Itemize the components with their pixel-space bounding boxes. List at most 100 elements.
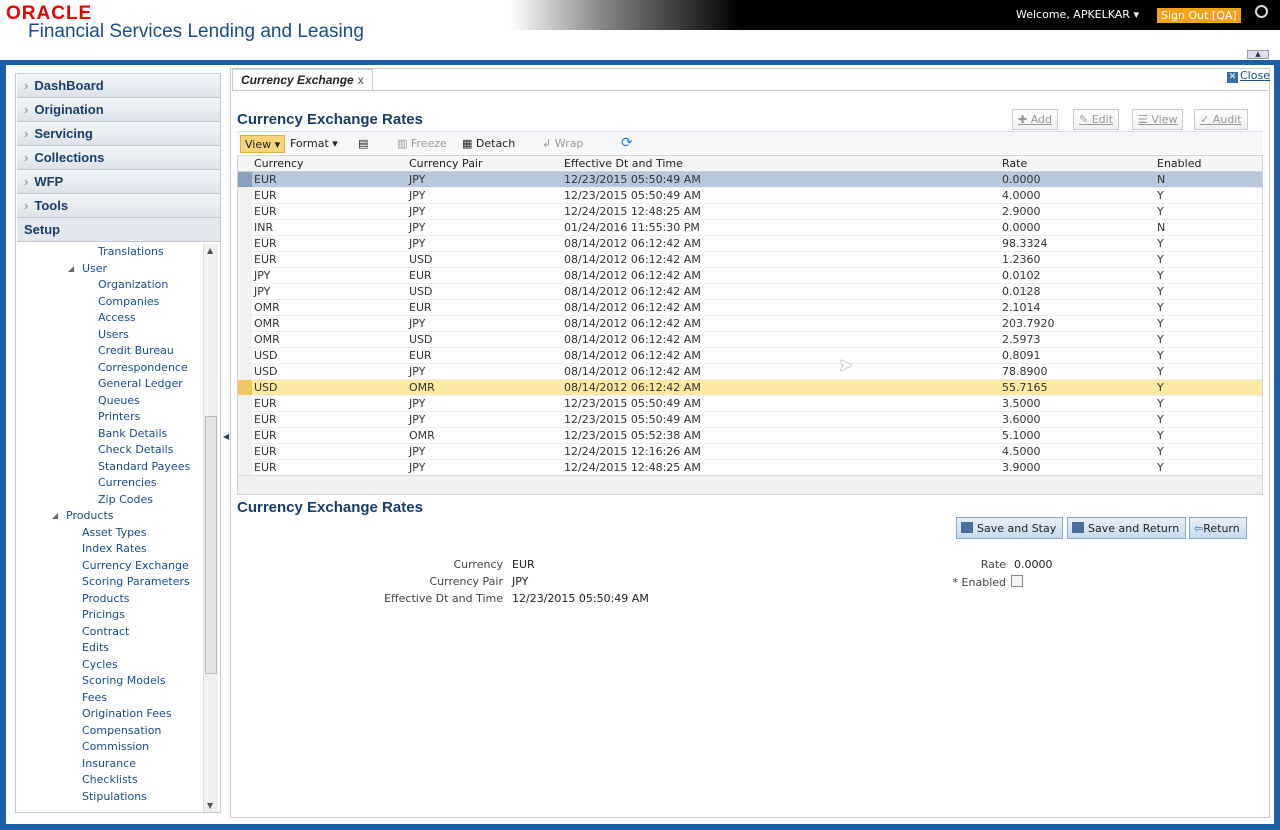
tree-item[interactable]: Compensation: [16, 723, 202, 740]
nav-servicing[interactable]: › Servicing: [17, 122, 220, 146]
table-row[interactable]: EUR JPY 12/24/2015 12:16:26 AM 4.5000 Y: [238, 444, 1262, 460]
table-row[interactable]: EUR JPY 12/23/2015 05:50:49 AM 3.5000 Y: [238, 396, 1262, 412]
edit-button[interactable]: ✎ Edit: [1073, 109, 1120, 130]
tree-item[interactable]: Access: [16, 310, 202, 327]
tree-item[interactable]: ◢ User: [16, 261, 202, 278]
row-marker[interactable]: [238, 204, 252, 219]
row-marker[interactable]: [238, 316, 252, 331]
tree-item[interactable]: Scoring Parameters: [16, 574, 202, 591]
expanded-triangle-icon[interactable]: ◢: [68, 263, 75, 273]
row-marker[interactable]: [238, 172, 252, 187]
nav-wfp[interactable]: › WFP: [17, 170, 220, 194]
tree-item[interactable]: Users: [16, 327, 202, 344]
tree-item[interactable]: Currencies: [16, 475, 202, 492]
save-and-return-button[interactable]: Save and Return: [1067, 517, 1187, 539]
return-button[interactable]: ⇦Return: [1189, 517, 1247, 539]
detach-button[interactable]: ▦ Detach: [462, 137, 516, 150]
table-row[interactable]: USD JPY 08/14/2012 06:12:42 AM 78.8900 Y: [238, 364, 1262, 380]
tree-item[interactable]: Translations: [16, 244, 202, 261]
row-marker[interactable]: [238, 348, 252, 363]
row-marker[interactable]: [238, 428, 252, 443]
col-enabled[interactable]: Enabled: [1157, 157, 1202, 170]
tree-item[interactable]: Standard Payees: [16, 459, 202, 476]
tree-item[interactable]: Zip Codes: [16, 492, 202, 509]
format-menu[interactable]: Format ▾: [290, 137, 338, 150]
nav-collections[interactable]: › Collections: [17, 146, 220, 170]
row-marker[interactable]: [238, 236, 252, 251]
table-row[interactable]: INR JPY 01/24/2016 11:55:30 PM 0.0000 N: [238, 220, 1262, 236]
table-row[interactable]: OMR JPY 08/14/2012 06:12:42 AM 203.7920 Y: [238, 316, 1262, 332]
tree-item[interactable]: Insurance: [16, 756, 202, 773]
nav-tools[interactable]: › Tools: [17, 194, 220, 218]
tree-item[interactable]: Correspondence: [16, 360, 202, 377]
tree-item[interactable]: Stipulations: [16, 789, 202, 806]
row-marker[interactable]: [238, 444, 252, 459]
table-row[interactable]: EUR USD 08/14/2012 06:12:42 AM 1.2360 Y: [238, 252, 1262, 268]
table-row[interactable]: EUR JPY 08/14/2012 06:12:42 AM 98.3324 Y: [238, 236, 1262, 252]
tab-close-icon[interactable]: x: [357, 73, 364, 87]
view-button[interactable]: ☰ View: [1132, 109, 1184, 130]
table-row[interactable]: USD OMR 08/14/2012 06:12:42 AM 55.7165 Y: [238, 380, 1262, 396]
collapse-header-button[interactable]: ▲: [1247, 50, 1269, 59]
add-button[interactable]: ✚ Add: [1012, 109, 1059, 130]
view-menu[interactable]: View ▾: [240, 135, 286, 153]
tree-item[interactable]: ◢ Products: [16, 508, 202, 525]
table-row[interactable]: EUR JPY 12/23/2015 05:50:49 AM 0.0000 N: [238, 172, 1262, 188]
table-row[interactable]: EUR JPY 12/23/2015 05:50:49 AM 3.6000 Y: [238, 412, 1262, 428]
tree-item[interactable]: Printers: [16, 409, 202, 426]
tree-item[interactable]: Currency Exchange: [16, 558, 202, 575]
row-marker[interactable]: [238, 188, 252, 203]
table-horizontal-scrollbar[interactable]: [238, 475, 1262, 494]
table-row[interactable]: USD EUR 08/14/2012 06:12:42 AM 0.8091 Y: [238, 348, 1262, 364]
nav-dashboard[interactable]: › DashBoard: [17, 74, 220, 98]
row-marker[interactable]: [238, 300, 252, 315]
tree-item[interactable]: Edits: [16, 640, 202, 657]
tree-item[interactable]: Companies: [16, 294, 202, 311]
table-row[interactable]: EUR JPY 12/23/2015 05:50:49 AM 4.0000 Y: [238, 188, 1262, 204]
table-row[interactable]: OMR USD 08/14/2012 06:12:42 AM 2.5973 Y: [238, 332, 1262, 348]
tree-item[interactable]: Commission: [16, 739, 202, 756]
row-marker[interactable]: [238, 460, 252, 475]
table-row[interactable]: EUR OMR 12/23/2015 05:52:38 AM 5.1000 Y: [238, 428, 1262, 444]
sign-out-button[interactable]: Sign Out [QA]: [1157, 8, 1241, 23]
query-by-example-icon[interactable]: ▤: [358, 137, 369, 150]
col-currency-pair[interactable]: Currency Pair: [409, 157, 483, 170]
enabled-checkbox[interactable]: [1011, 575, 1023, 587]
tree-item[interactable]: Organization: [16, 277, 202, 294]
collapse-sidebar-icon[interactable]: ◀: [223, 432, 230, 441]
close-button[interactable]: ✕ Close: [1227, 69, 1270, 83]
table-row[interactable]: EUR JPY 12/24/2015 12:48:25 AM 3.9000 Y: [238, 460, 1262, 476]
tree-item[interactable]: Queues: [16, 393, 202, 410]
table-row[interactable]: JPY EUR 08/14/2012 06:12:42 AM 0.0102 Y: [238, 268, 1262, 284]
tree-item[interactable]: Bank Details: [16, 426, 202, 443]
save-and-stay-button[interactable]: Save and Stay: [956, 517, 1064, 539]
table-row[interactable]: JPY USD 08/14/2012 06:12:42 AM 0.0128 Y: [238, 284, 1262, 300]
nav-origination[interactable]: › Origination: [17, 98, 220, 122]
wrap-button[interactable]: ↲ Wrap: [542, 137, 584, 150]
row-marker[interactable]: [238, 396, 252, 411]
tree-item[interactable]: Scoring Models: [16, 673, 202, 690]
col-effective-dt[interactable]: Effective Dt and Time: [564, 157, 683, 170]
nav-setup[interactable]: Setup: [17, 218, 220, 242]
freeze-button[interactable]: ▥ Freeze: [397, 137, 447, 150]
row-marker[interactable]: [238, 220, 252, 235]
row-marker[interactable]: [238, 380, 252, 395]
tree-item[interactable]: Credit Bureau: [16, 343, 202, 360]
tree-item[interactable]: Index Rates: [16, 541, 202, 558]
user-menu[interactable]: Welcome, APKELKAR ▾: [1016, 8, 1139, 21]
audit-button[interactable]: ✓ Audit: [1194, 109, 1248, 130]
tree-item[interactable]: Checklists: [16, 772, 202, 789]
table-row[interactable]: OMR EUR 08/14/2012 06:12:42 AM 2.1014 Y: [238, 300, 1262, 316]
row-marker[interactable]: [238, 412, 252, 427]
row-marker[interactable]: [238, 364, 252, 379]
tree-item[interactable]: Pricings: [16, 607, 202, 624]
tree-item[interactable]: Origination Fees: [16, 706, 202, 723]
col-currency[interactable]: Currency: [254, 157, 304, 170]
refresh-icon[interactable]: ⟳: [621, 135, 633, 151]
expanded-triangle-icon[interactable]: ◢: [52, 511, 59, 520]
tree-item[interactable]: General Ledger: [16, 376, 202, 393]
tree-item[interactable]: Asset Types: [16, 525, 202, 542]
tree-item[interactable]: Contract: [16, 624, 202, 641]
tab-currency-exchange[interactable]: Currency Exchange x: [232, 69, 373, 91]
row-marker[interactable]: [238, 284, 252, 299]
